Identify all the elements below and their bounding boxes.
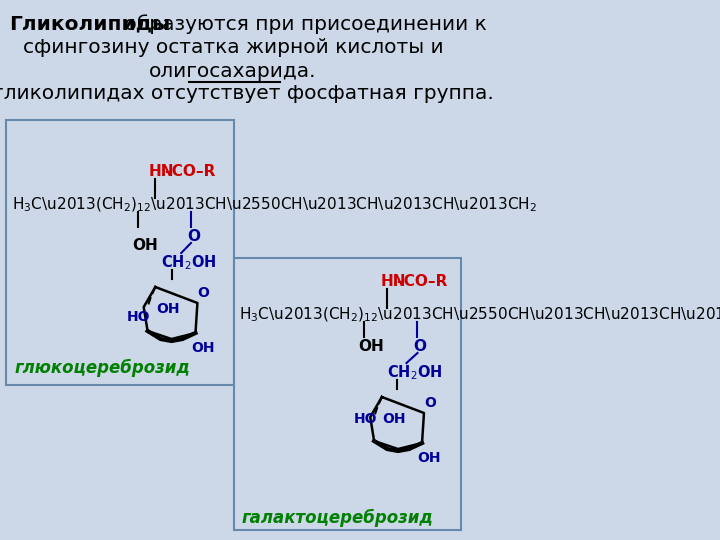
Text: образуются при присоединении к: образуются при присоединении к [118,14,487,33]
Text: O: O [424,396,436,410]
Text: CH$_2$OH: CH$_2$OH [387,363,443,382]
Text: CH$_2$OH: CH$_2$OH [161,253,216,272]
Text: HO: HO [354,412,377,426]
Text: OH: OH [191,341,215,355]
Text: HO: HO [127,310,150,324]
Text: H$_3$C\u2013(CH$_2$)$_{12}$\u2013CH\u2550CH\u2013CH\u2013CH\u2013CH$_2$: H$_3$C\u2013(CH$_2$)$_{12}$\u2013CH\u255… [12,196,537,214]
Text: OH: OH [157,302,180,316]
FancyBboxPatch shape [6,120,234,385]
Text: HN: HN [149,165,174,179]
Text: галактоцереброзид: галактоцереброзид [241,509,433,527]
Text: В гликолипидах отсутствует фосфатная группа.: В гликолипидах отсутствует фосфатная гру… [0,84,493,103]
Text: Гликолипиды: Гликолипиды [9,14,171,33]
Text: олигосахарида.: олигосахарида. [149,62,317,81]
Text: сфингозину остатка жирной кислоты и: сфингозину остатка жирной кислоты и [23,38,444,57]
Text: O: O [187,229,200,244]
Text: O: O [197,286,210,300]
Text: OH: OH [418,451,441,465]
Text: –CO–R: –CO–R [396,274,448,289]
Text: O: O [413,339,427,354]
Text: H$_3$C\u2013(CH$_2$)$_{12}$\u2013CH\u2550CH\u2013CH\u2013CH\u2013CH$_2$: H$_3$C\u2013(CH$_2$)$_{12}$\u2013CH\u255… [240,306,720,324]
Text: HN: HN [381,274,406,289]
Text: OH: OH [359,339,384,354]
Text: OH: OH [132,238,158,253]
Text: глюкоцереброзид: глюкоцереброзид [14,359,190,377]
Text: OH: OH [382,412,406,426]
Text: –CO–R: –CO–R [164,165,216,179]
FancyBboxPatch shape [234,258,461,530]
